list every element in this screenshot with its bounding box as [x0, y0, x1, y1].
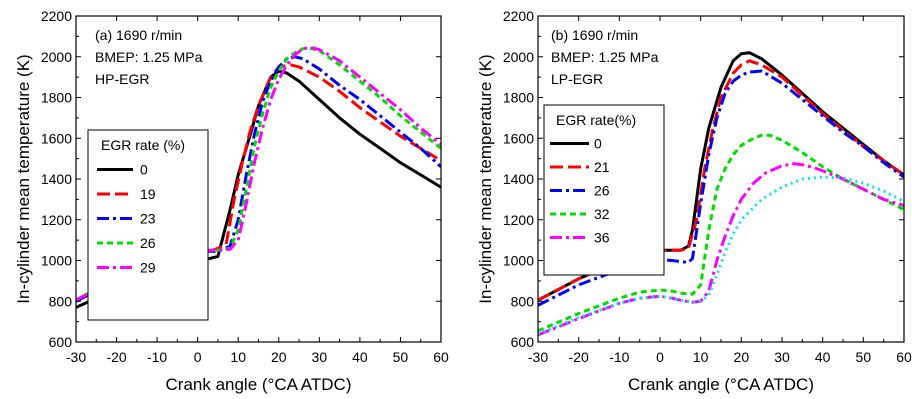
x-tick-label: -30 [66, 349, 86, 365]
legend-label: 26 [140, 235, 156, 251]
legend-box [87, 129, 209, 321]
legend: EGR rate(%) 0 21 26 32 36 [543, 104, 665, 276]
annotation-line: LP-EGR [551, 71, 603, 87]
x-tick-label: -30 [528, 349, 548, 365]
x-tick-label: 30 [312, 349, 328, 365]
x-tick-label: -10 [609, 349, 629, 365]
legend: EGR rate (%) 0 19 23 26 29 [87, 129, 209, 321]
y-tick-label: 1000 [41, 253, 72, 269]
x-axis-label: Crank angle (°CA ATDC) [628, 375, 814, 394]
legend-label: 0 [594, 136, 602, 152]
x-tick-label: 40 [815, 349, 831, 365]
x-tick-label: -20 [569, 349, 589, 365]
legend-label: 0 [140, 162, 148, 178]
legend-box [543, 104, 665, 276]
legend-label: 19 [140, 186, 156, 202]
series-line-21 [538, 59, 904, 302]
x-tick-label: 0 [194, 349, 202, 365]
chart-panel-b: -30 -20 -10 0 10 20 30 40 50 60 600 800 1000 1200 1400… [476, 8, 912, 394]
series-line-23 [76, 55, 441, 303]
legend-title: EGR rate(%) [556, 112, 636, 128]
x-tick-label: -20 [106, 349, 126, 365]
y-tick-label: 1600 [41, 130, 72, 146]
x-tick-label: -10 [147, 349, 167, 365]
x-tick-label: 60 [896, 349, 912, 365]
x-tick-label: 10 [230, 349, 246, 365]
x-axis-label: Crank angle (°CA ATDC) [166, 375, 352, 394]
series-line-32 [538, 133, 904, 333]
legend-label: 23 [140, 211, 156, 227]
x-tick-label: 20 [734, 349, 750, 365]
y-tick-label: 600 [511, 334, 535, 350]
annotation-line: HP-EGR [95, 71, 149, 87]
series-line-36 [538, 162, 904, 337]
annotation-line: (b) 1690 r/min [551, 27, 638, 43]
y-tick-label: 2200 [503, 8, 534, 24]
annotation-line: (a) 1690 r/min [95, 27, 182, 43]
legend-label: 21 [594, 159, 610, 175]
series-line-19 [76, 63, 441, 303]
y-tick-label: 1800 [41, 90, 72, 106]
y-tick-label: 1200 [503, 212, 534, 228]
y-tick-label: 800 [49, 293, 73, 309]
y-tick-label: 800 [511, 293, 535, 309]
legend-title: EGR rate (%) [101, 137, 185, 153]
y-tick-label: 2000 [503, 49, 534, 65]
x-tick-label: 10 [693, 349, 709, 365]
x-tick-label: 50 [393, 349, 409, 365]
legend-label: 36 [594, 230, 610, 246]
y-axis-label: In-cylinder mean temperature (K) [476, 54, 495, 303]
x-tick-label: 60 [433, 349, 449, 365]
legend-label: 32 [594, 206, 610, 222]
y-tick-label: 600 [49, 334, 73, 350]
annotation-line: BMEP: 1.25 MPa [95, 49, 203, 65]
chart-panel-a: -30 -20 -10 0 10 20 30 40 50 60 600 800 1000 1200 1400… [14, 8, 449, 394]
x-tick-label: 40 [352, 349, 368, 365]
x-tick-label: 20 [271, 349, 287, 365]
y-tick-label: 1000 [503, 253, 534, 269]
annotation-line: BMEP: 1.25 MPa [551, 49, 659, 65]
x-tick-label: 50 [856, 349, 872, 365]
legend-label: 26 [594, 183, 610, 199]
y-tick-label: 1400 [41, 171, 72, 187]
x-tick-label: 0 [656, 349, 664, 365]
y-tick-label: 1600 [503, 130, 534, 146]
y-axis-label: In-cylinder mean temperature (K) [14, 54, 33, 303]
y-tick-label: 2000 [41, 49, 72, 65]
x-tick-label: 30 [774, 349, 790, 365]
y-tick-label: 1800 [503, 90, 534, 106]
y-tick-label: 1400 [503, 171, 534, 187]
y-tick-label: 2200 [41, 8, 72, 24]
legend-label: 29 [140, 260, 156, 276]
series-line-unlabeled [538, 175, 904, 336]
y-tick-label: 1200 [41, 212, 72, 228]
